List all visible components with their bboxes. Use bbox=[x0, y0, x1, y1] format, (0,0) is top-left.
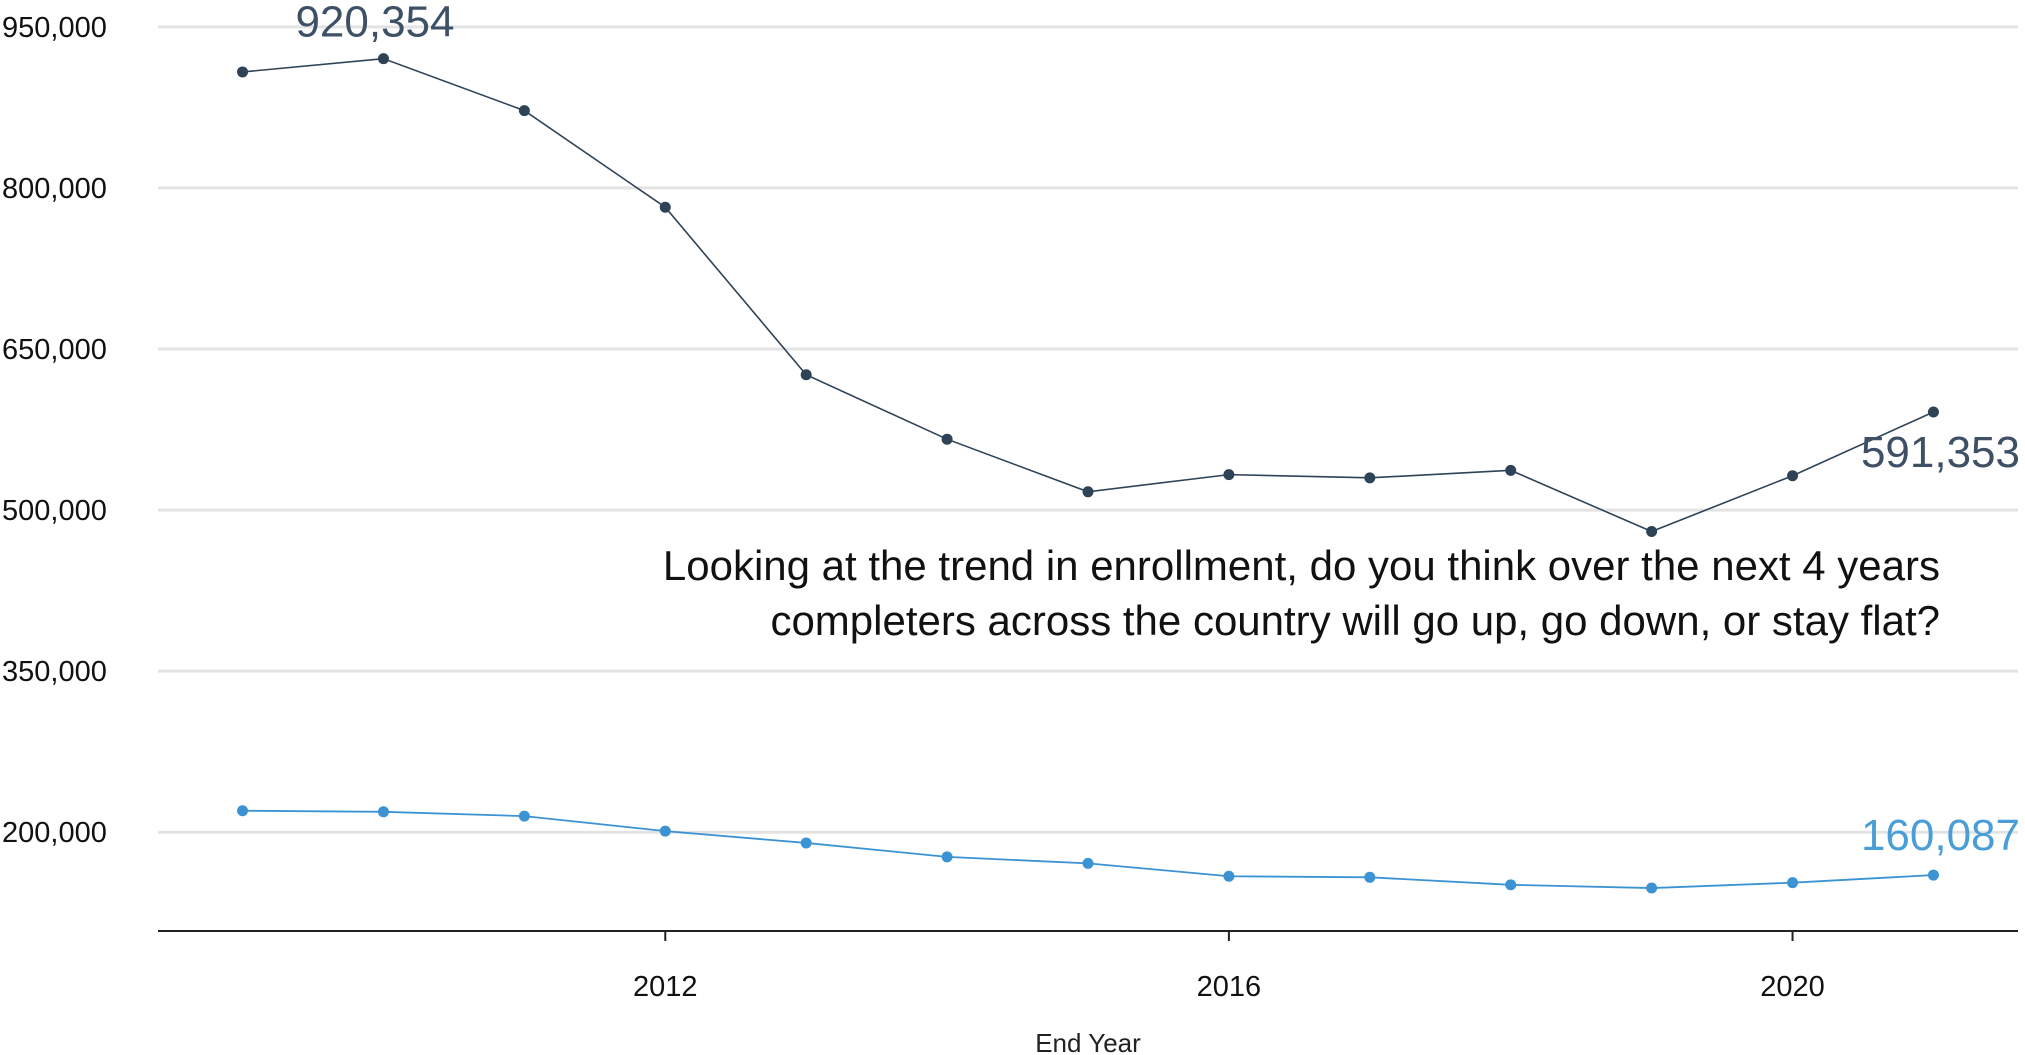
data-point bbox=[1223, 469, 1235, 481]
data-point bbox=[1364, 871, 1376, 883]
y-tick-label: 200,000 bbox=[2, 817, 107, 849]
annotation-line-2: completers across the country will go up… bbox=[770, 597, 1940, 644]
data-point bbox=[659, 201, 671, 213]
data-point bbox=[518, 105, 530, 117]
data-point bbox=[237, 66, 249, 78]
data-point bbox=[377, 53, 389, 65]
data-point bbox=[1927, 869, 1939, 881]
data-point bbox=[518, 810, 530, 822]
data-point bbox=[1787, 470, 1799, 482]
y-tick-label: 950,000 bbox=[2, 12, 107, 44]
data-labels: 920,354 591,353 160,087 bbox=[295, 0, 2020, 860]
x-tick-label: 2020 bbox=[1760, 971, 1825, 1003]
data-point bbox=[941, 433, 953, 445]
annotation-line-1: Looking at the trend in enrollment, do y… bbox=[663, 542, 1940, 589]
x-tick-label: 2016 bbox=[1197, 971, 1262, 1003]
x-tick-label: 2012 bbox=[633, 971, 698, 1003]
data-point bbox=[1364, 472, 1376, 484]
data-point bbox=[1787, 877, 1799, 889]
y-tick-label: 350,000 bbox=[2, 656, 107, 688]
text-layer: End Year Looking at the trend in enrollm… bbox=[663, 542, 1940, 1055]
data-point bbox=[1927, 406, 1939, 418]
data-point bbox=[800, 369, 812, 381]
data-point bbox=[941, 851, 953, 863]
data-point bbox=[800, 837, 812, 849]
data-point bbox=[1646, 882, 1658, 894]
data-point bbox=[377, 806, 389, 818]
y-tick-label: 500,000 bbox=[2, 495, 107, 527]
grid-lines: 200,000 350,000 500,000 650,000 800,000 950,0… bbox=[2, 12, 2018, 849]
data-label: 160,087 bbox=[1861, 811, 2020, 860]
data-point bbox=[1082, 857, 1094, 869]
data-label: 920,354 bbox=[295, 0, 454, 47]
y-tick-label: 800,000 bbox=[2, 173, 107, 205]
data-point bbox=[659, 825, 671, 837]
series-line bbox=[242, 809, 1934, 889]
series-line bbox=[242, 57, 1934, 533]
data-point bbox=[1082, 486, 1094, 498]
x-axis-title: End Year bbox=[1035, 1028, 1141, 1055]
data-point bbox=[1505, 464, 1517, 476]
series-layer bbox=[237, 53, 1939, 894]
data-point bbox=[1646, 526, 1658, 538]
data-point bbox=[1505, 879, 1517, 891]
x-axis: 2012 2016 2020 bbox=[158, 930, 2018, 1003]
y-tick-label: 650,000 bbox=[2, 334, 107, 366]
data-label: 591,353 bbox=[1861, 428, 2020, 477]
data-point bbox=[237, 805, 249, 817]
data-point bbox=[1223, 870, 1235, 882]
